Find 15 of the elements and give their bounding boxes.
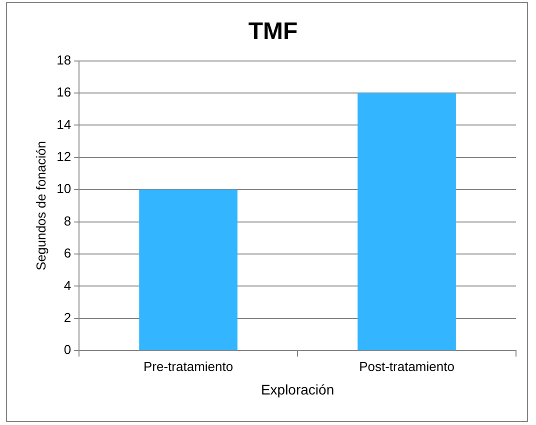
- y-tick-label: 10: [56, 181, 72, 196]
- y-tick-label: 8: [64, 213, 72, 228]
- y-tick-label: 0: [64, 342, 72, 358]
- y-tick-label: 6: [64, 246, 72, 261]
- y-axis-title: Segundos de fonación: [33, 141, 48, 270]
- y-tick-label: 14: [56, 116, 72, 132]
- y-tick-label: 12: [56, 148, 72, 164]
- y-tick-label: 18: [56, 52, 72, 68]
- y-tick-label: 4: [64, 278, 72, 293]
- x-tick-label: Pre-tratamiento: [144, 358, 234, 374]
- chart-title: TMF: [248, 18, 298, 46]
- x-axis-title: Exploración: [260, 381, 334, 398]
- y-tick-label: 16: [56, 84, 72, 100]
- x-tick-label: Post-tratamiento: [359, 358, 454, 374]
- y-tick-label: 2: [64, 310, 72, 325]
